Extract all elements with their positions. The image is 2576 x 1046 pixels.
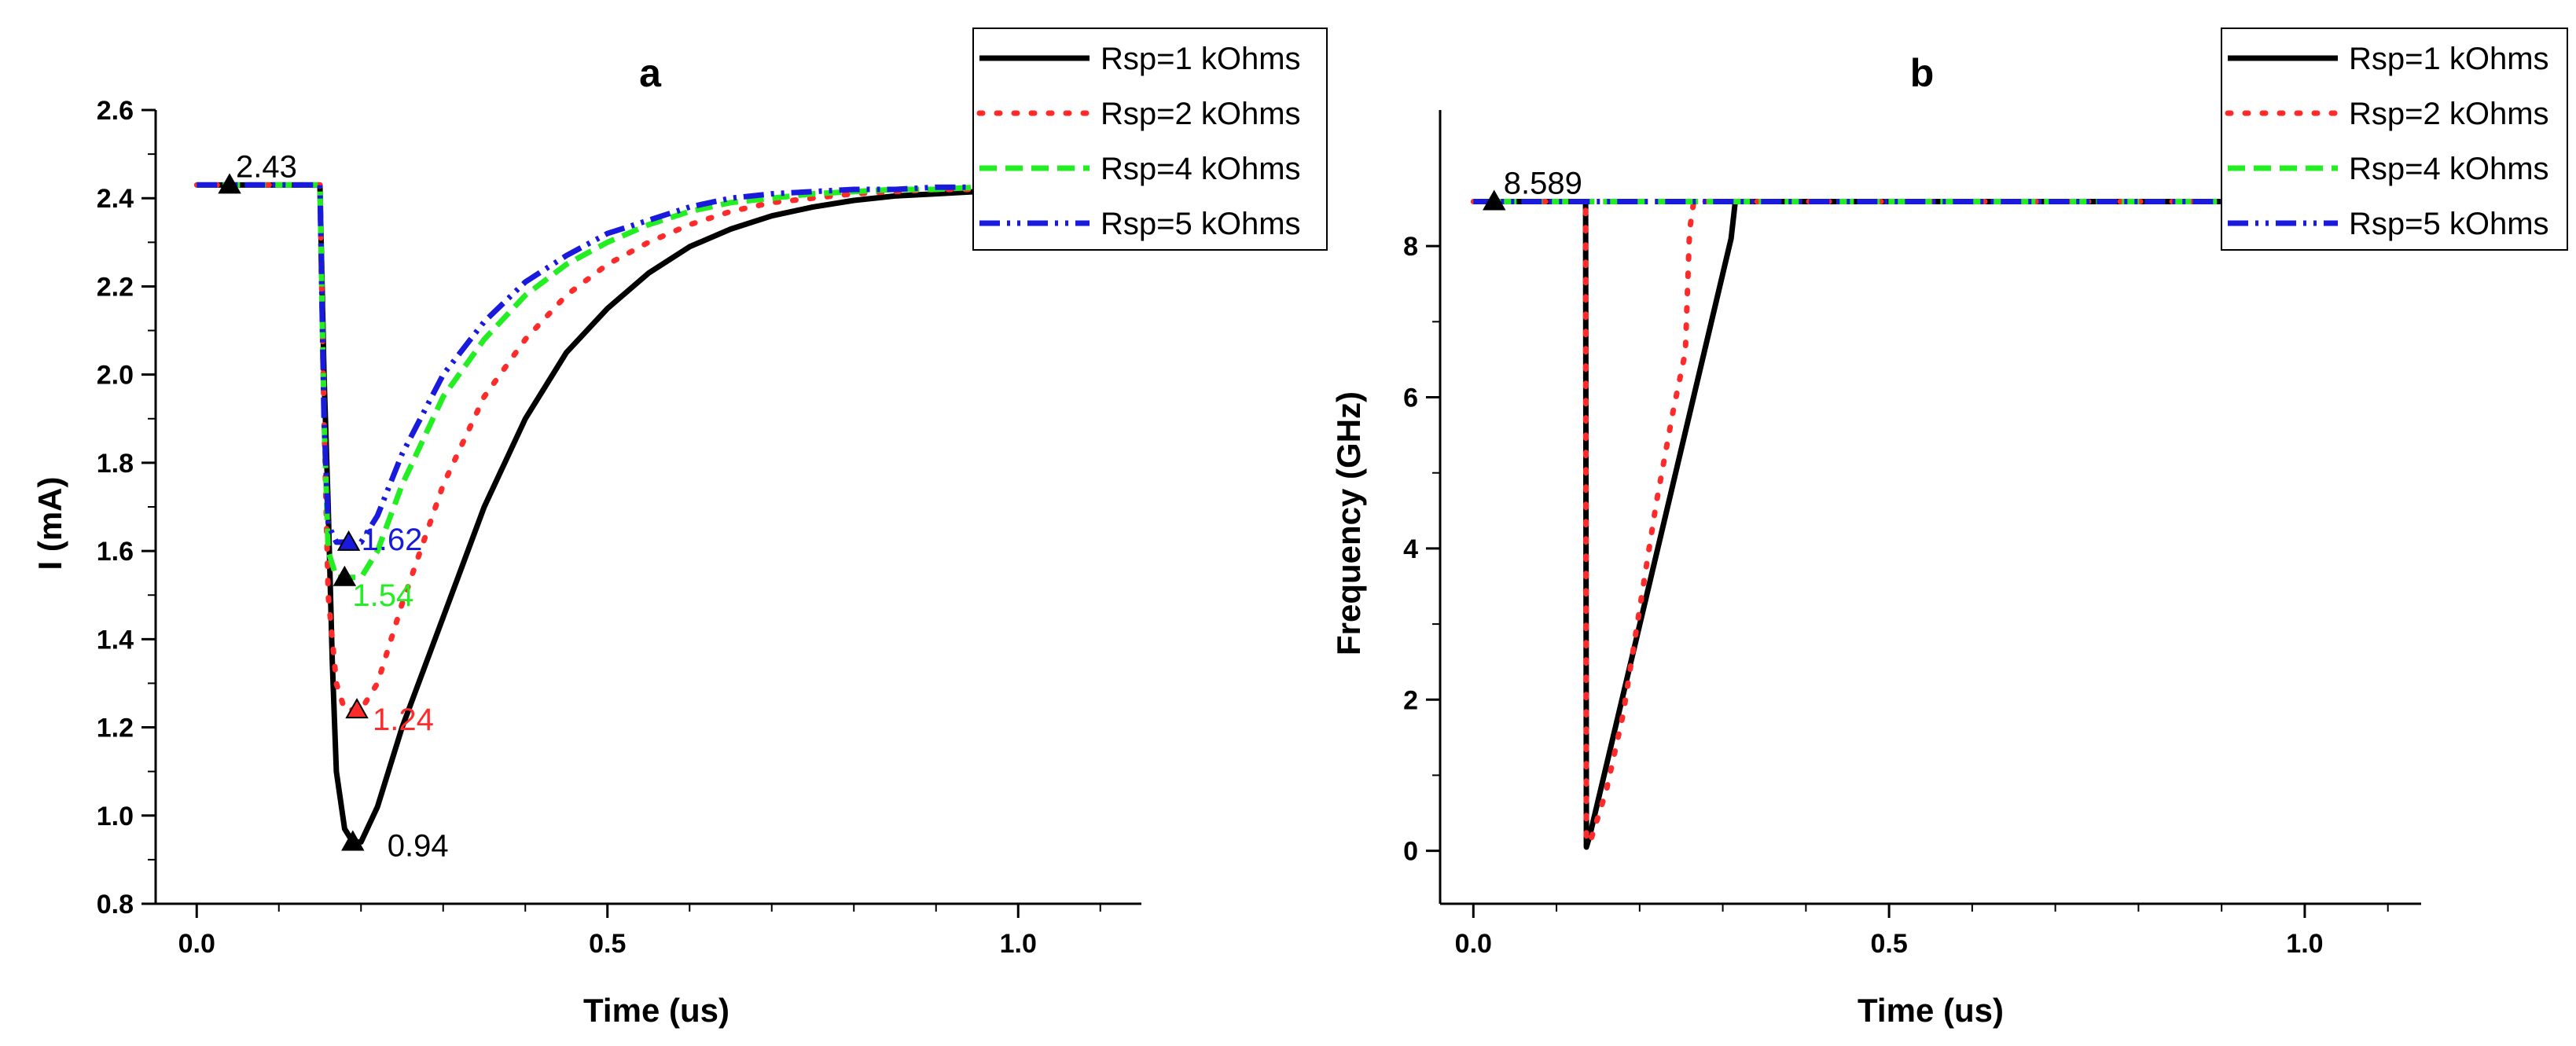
x-axis-label-b: Time (us) bbox=[1858, 992, 2004, 1029]
series-line-3 bbox=[197, 182, 1060, 581]
x-tick-label: 0.5 bbox=[589, 929, 626, 959]
y-tick-label: 8 bbox=[1403, 232, 1418, 262]
annotation-label: 2.43 bbox=[236, 149, 297, 184]
panel-b: b Time (us) Frequency (GHz) 0.0 0.5 1.0 0 2 4… bbox=[1330, 28, 2568, 1029]
annotation-marker bbox=[341, 830, 365, 851]
y-tick-label: 2.6 bbox=[97, 96, 134, 126]
legend-label: Rsp=4 kOhms bbox=[2349, 152, 2549, 186]
y-tick-label: 1.0 bbox=[97, 802, 134, 831]
y-tick-label: 2.4 bbox=[97, 184, 134, 214]
legend-label: Rsp=5 kOhms bbox=[1101, 207, 1301, 241]
y-tick-label: 1.6 bbox=[97, 537, 134, 567]
legend-label: Rsp=5 kOhms bbox=[2349, 207, 2549, 241]
axes-a: 0.0 0.5 1.0 0.8 1.0 1.2 1.4 1.6 1.8 2.0 2.2 2.4 2.6 bbox=[97, 96, 1141, 959]
annotation-marker bbox=[345, 698, 369, 719]
annotation-marker bbox=[333, 565, 357, 586]
annotation-marker bbox=[336, 530, 361, 551]
y-tick-label: 2 bbox=[1403, 685, 1418, 715]
axes-b: 0.0 0.5 1.0 0 2 4 6 8 bbox=[1403, 110, 2421, 959]
y-axis-label-b: Frequency (GHz) bbox=[1330, 391, 1367, 655]
y-tick-label: 1.4 bbox=[97, 625, 134, 655]
legend-label: Rsp=1 kOhms bbox=[2349, 42, 2549, 76]
series-line-1 bbox=[1473, 199, 2388, 850]
y-tick-label: 0 bbox=[1403, 837, 1418, 867]
annotations-a: 2.43 1.62 1.54 1.24 0.94 bbox=[218, 149, 449, 863]
y-tick-label: 1.2 bbox=[97, 714, 134, 743]
y-tick-label: 4 bbox=[1403, 534, 1418, 564]
series-group-b bbox=[1470, 199, 2391, 850]
legend-box bbox=[972, 28, 1328, 251]
annotation-marker bbox=[1483, 189, 1506, 211]
legend-a: Rsp=1 kOhms Rsp=2 kOhms Rsp=4 kOhms Rsp=5 k… bbox=[972, 28, 1328, 251]
x-tick-label: 0.0 bbox=[178, 929, 215, 959]
panel-a: a Time (us) I (mA) 0.0 0.5 1.0 0.8 1.0 1.2 1.4… bbox=[31, 28, 1328, 1029]
x-tick-label: 0.0 bbox=[1455, 929, 1492, 959]
y-tick-label: 0.8 bbox=[97, 890, 134, 919]
annotation-label: 1.54 bbox=[352, 578, 413, 613]
series-line-2 bbox=[1470, 199, 2391, 846]
x-tick-label: 0.5 bbox=[1870, 929, 1907, 959]
y-axis-label-a: I (mA) bbox=[31, 477, 68, 571]
x-axis-label-a: Time (us) bbox=[583, 992, 729, 1029]
y-tick-label: 6 bbox=[1403, 384, 1418, 413]
annotation-label: 1.24 bbox=[373, 703, 434, 737]
legend-b: Rsp=1 kOhms Rsp=2 kOhms Rsp=4 kOhms Rsp=5 k… bbox=[2221, 28, 2568, 251]
series-line-4 bbox=[197, 182, 1060, 545]
series-group-a bbox=[193, 182, 1062, 845]
annotation-marker bbox=[218, 173, 241, 194]
chart-title-a: a bbox=[639, 51, 662, 95]
legend-label: Rsp=2 kOhms bbox=[1101, 97, 1301, 131]
legend-box bbox=[2221, 28, 2568, 251]
series-line-1 bbox=[197, 182, 1060, 845]
annotation-label: 8.589 bbox=[1504, 166, 1582, 200]
x-tick-label: 1.0 bbox=[2286, 929, 2323, 959]
annotation-label: 1.62 bbox=[362, 523, 423, 557]
annotations-b: 8.589 bbox=[1483, 166, 1582, 211]
y-tick-label: 2.2 bbox=[97, 272, 134, 302]
chart-title-b: b bbox=[1910, 51, 1935, 95]
legend-label: Rsp=2 kOhms bbox=[2349, 97, 2549, 131]
legend-label: Rsp=1 kOhms bbox=[1101, 42, 1301, 76]
y-tick-label: 1.8 bbox=[97, 449, 134, 479]
annotation-label: 0.94 bbox=[388, 828, 449, 863]
legend-label: Rsp=4 kOhms bbox=[1101, 152, 1301, 186]
x-tick-label: 1.0 bbox=[1000, 929, 1037, 959]
y-tick-label: 2.0 bbox=[97, 361, 134, 391]
